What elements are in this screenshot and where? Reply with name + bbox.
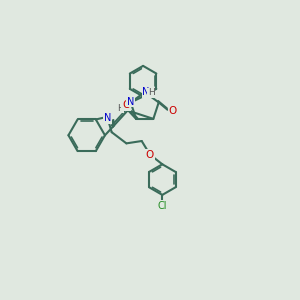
Text: Cl: Cl: [158, 201, 167, 211]
Text: N: N: [103, 113, 111, 123]
Text: O: O: [168, 106, 177, 116]
Text: O: O: [146, 150, 154, 160]
Text: H: H: [117, 103, 124, 112]
Text: H: H: [148, 88, 155, 97]
Text: O: O: [122, 100, 130, 110]
Text: N: N: [127, 97, 134, 107]
Text: N: N: [142, 87, 150, 97]
